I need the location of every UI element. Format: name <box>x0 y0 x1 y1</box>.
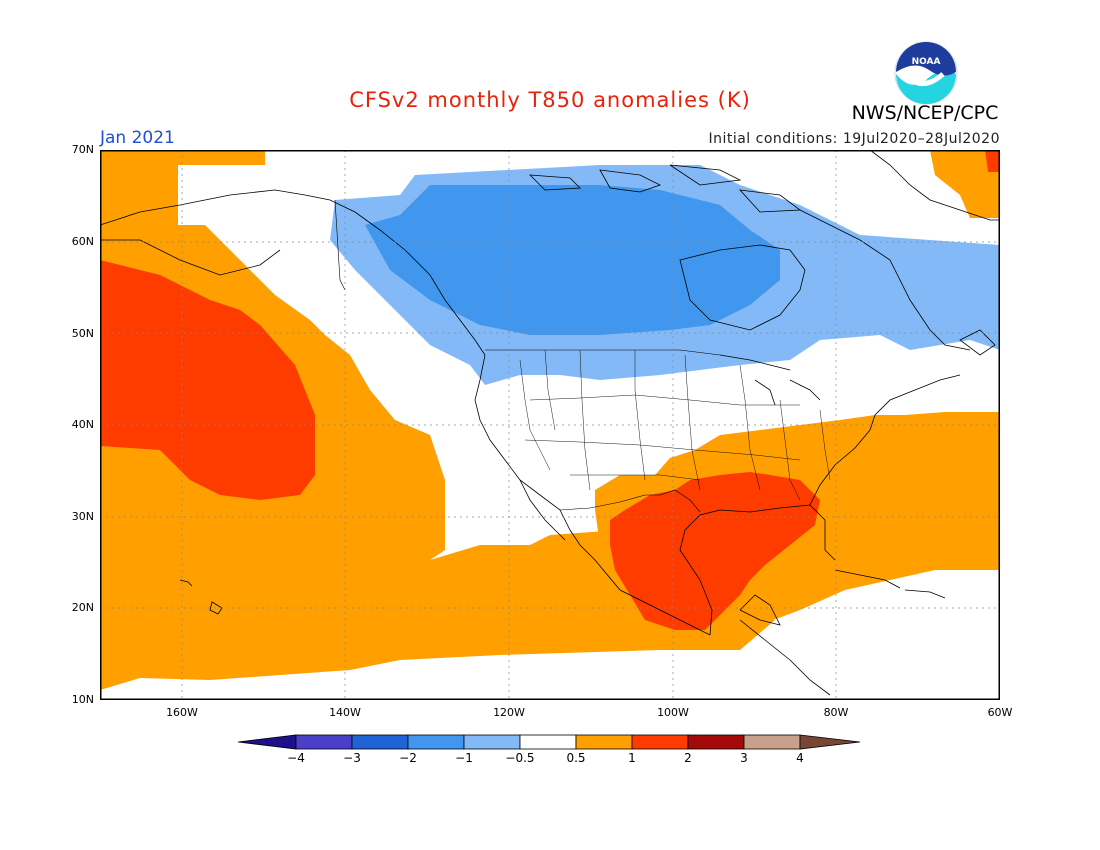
coastlines <box>100 150 1000 696</box>
colorbar-swatch <box>351 734 409 750</box>
initial-conditions: Initial conditions: 19Jul2020–28Jul2020 <box>708 131 1000 147</box>
lon-label-100w: 100W <box>657 706 689 719</box>
lon-label-140w: 140W <box>329 706 361 719</box>
graticule <box>100 150 1000 700</box>
anomaly-region-pacific-red <box>100 260 315 500</box>
colorbar-label: −4 <box>287 751 305 765</box>
colorbar-label: −1 <box>455 751 473 765</box>
lat-label-10n: 10N <box>71 693 94 706</box>
colorbar-label: 0.5 <box>566 751 586 765</box>
lat-label-60n: 60N <box>71 235 94 248</box>
colorbar-swatch <box>295 734 353 750</box>
lat-label-20n: 20N <box>71 601 94 614</box>
chart-title: CFSv2 monthly T850 anomalies (K) <box>349 88 751 112</box>
anomaly-region-subtropical-orange <box>100 530 775 690</box>
colorbar-swatch <box>631 734 689 750</box>
colorbar-swatch <box>743 734 801 750</box>
colorbar-label: 1 <box>628 751 636 765</box>
colorbar-swatch <box>519 734 577 750</box>
colorbar <box>238 734 861 750</box>
lon-label-60w: 60W <box>987 706 1013 719</box>
colorbar-label: 4 <box>796 751 804 765</box>
lon-label-160w: 160W <box>166 706 198 719</box>
colorbar-swatch <box>575 734 633 750</box>
anomaly-fill-layer <box>100 150 1000 690</box>
noaa-logo: NOAA <box>894 41 958 105</box>
anomaly-region-canada-blue <box>365 185 780 335</box>
colorbar-label: −0.5 <box>505 751 535 765</box>
colorbar-swatch <box>687 734 745 750</box>
svg-text:NOAA: NOAA <box>912 57 941 67</box>
colorbar-swatch <box>463 734 521 750</box>
colorbar-label: −3 <box>343 751 361 765</box>
lat-label-50n: 50N <box>71 327 94 340</box>
colorbar-swatch <box>407 734 465 750</box>
lat-label-40n: 40N <box>71 418 94 431</box>
anomaly-map <box>100 150 1000 700</box>
agency-label: NWS/NCEP/CPC <box>851 102 999 124</box>
forecast-month: Jan 2021 <box>100 128 175 148</box>
lat-label-70n: 70N <box>71 143 94 156</box>
country-borders <box>334 199 721 513</box>
colorbar-lower-arrow <box>238 734 297 750</box>
colorbar-upper-arrow <box>799 734 861 750</box>
anomaly-region-greenland-orange <box>930 150 1000 218</box>
lat-label-30n: 30N <box>71 510 94 523</box>
colorbar-label: −2 <box>399 751 417 765</box>
anomaly-region-greenland-red <box>985 150 1000 172</box>
anomaly-region-gulf-red <box>610 472 820 630</box>
lon-label-120w: 120W <box>493 706 525 719</box>
colorbar-label: 3 <box>740 751 748 765</box>
lon-label-80w: 80W <box>823 706 849 719</box>
colorbar-label: 2 <box>684 751 692 765</box>
